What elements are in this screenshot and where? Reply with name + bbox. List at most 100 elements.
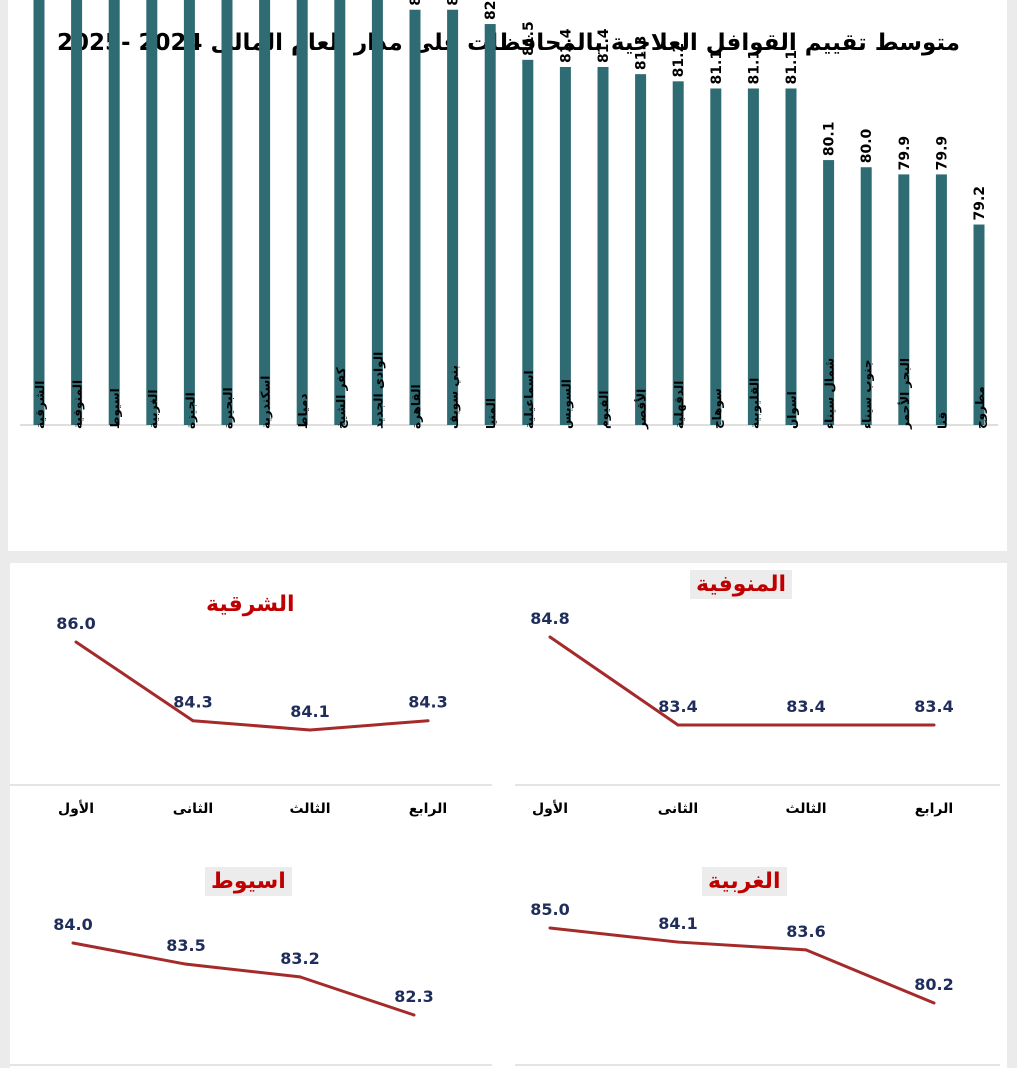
bar <box>559 67 571 425</box>
bar-value-label: 79.9 <box>934 136 950 171</box>
bar-chart: 84.7الشرقية83.7المنوفية83.3اسيوط83.2الغر… <box>20 0 998 430</box>
category-label: الفيوم <box>597 391 612 429</box>
data-label: 84.1 <box>658 914 697 933</box>
bar <box>747 88 759 425</box>
bar <box>33 0 45 426</box>
bar-value-label: 79.2 <box>972 186 988 221</box>
x-tick-label: الأول <box>58 800 94 817</box>
bar <box>973 224 985 425</box>
category-label: البحر الأحمر <box>897 358 912 430</box>
bar-value-label: 81.1 <box>746 50 762 85</box>
bar-value-label: 81.5 <box>521 21 537 56</box>
bar-value-label: 80.1 <box>822 122 838 157</box>
x-tick-label: الثانى <box>173 801 213 817</box>
x-tick-label: الرابع <box>915 801 953 817</box>
data-point <box>74 640 78 644</box>
bar-value-label: 79.9 <box>897 136 913 171</box>
line-chart-title-menoufia: المنوفية <box>690 570 793 599</box>
bar <box>71 0 83 425</box>
series-line <box>549 635 934 727</box>
data-label: 86.0 <box>56 614 95 633</box>
category-label: الدقهلية <box>672 381 686 429</box>
data-label: 83.2 <box>280 949 319 968</box>
data-label: 85.0 <box>530 900 569 919</box>
data-point <box>932 723 936 727</box>
category-label: القاهرة <box>409 384 423 429</box>
category-label: الأقصر <box>634 389 649 430</box>
bar <box>672 81 684 425</box>
data-point <box>548 635 552 639</box>
x-tick-label: الأول <box>532 800 568 817</box>
data-label: 80.2 <box>914 975 953 994</box>
bar <box>597 67 609 425</box>
data-point <box>932 1001 936 1005</box>
data-label: 83.4 <box>786 697 825 716</box>
line-chart: 84.8 83.4 83.4 83.4 الأول الثانى الثالث الرابع <box>515 609 1000 817</box>
bar <box>635 74 647 425</box>
bar <box>259 0 271 426</box>
data-point <box>71 941 75 945</box>
bar <box>935 174 947 425</box>
series-line <box>549 926 935 1005</box>
line-chart-title-gharbia: الغربية <box>702 867 787 896</box>
bar <box>860 167 872 426</box>
category-label: جنوب سيناء <box>860 359 875 429</box>
data-point <box>676 940 680 944</box>
category-label: المنوفية <box>71 380 86 429</box>
category-label: الغربية <box>146 389 160 429</box>
data-label: 83.4 <box>658 697 697 716</box>
bar <box>898 174 910 425</box>
data-label: 84.1 <box>290 702 329 721</box>
category-label: اسكندرية <box>259 376 273 429</box>
bar-value-label: 80.0 <box>859 128 875 163</box>
category-label: البحيرة <box>221 387 235 429</box>
category-label: دمياط <box>296 394 310 429</box>
x-tick-label: الرابع <box>409 801 447 817</box>
x-tick-label: الثانى <box>658 801 698 817</box>
category-label: الوادى الجديد <box>371 352 386 429</box>
series-line <box>72 941 415 1017</box>
bar <box>334 0 346 426</box>
category-label: اسيوط <box>108 388 123 429</box>
line-chart: 84.0 83.5 83.2 82.3 <box>10 915 492 1066</box>
bar <box>522 59 534 426</box>
data-point <box>804 723 808 727</box>
bar-value-label: 82.2 <box>408 0 424 6</box>
data-point <box>412 1013 416 1017</box>
category-label: السويس <box>559 379 574 429</box>
category-label: اسوان <box>785 391 800 429</box>
category-label: القليوبية <box>747 378 762 429</box>
data-label: 84.8 <box>530 609 569 628</box>
bar <box>409 9 421 425</box>
bar <box>823 160 835 425</box>
category-label: سوهاج <box>710 388 725 429</box>
bar-chart-panel <box>8 0 1007 551</box>
bar <box>447 9 459 425</box>
line-chart: 86.0 84.3 84.1 84.3 الأول الثانى الثالث الرابع <box>10 614 492 817</box>
data-label: 84.0 <box>53 915 92 934</box>
data-point <box>308 728 312 732</box>
bar-value-label: 82.0 <box>483 0 499 20</box>
bar <box>710 88 722 425</box>
data-point <box>298 975 302 979</box>
line-charts-panel <box>10 563 1007 1068</box>
bar <box>785 88 797 425</box>
category-label: كفر الشيخ <box>334 367 348 429</box>
bar <box>183 0 195 425</box>
data-label: 83.4 <box>914 697 953 716</box>
category-label: الشرقية <box>33 381 47 429</box>
category-label: بني سويف <box>447 365 462 429</box>
bar-value-label: 81.1 <box>784 50 800 85</box>
category-label: قنا <box>935 412 949 429</box>
bar-value-label: 81.4 <box>558 28 574 63</box>
data-label: 84.3 <box>173 693 212 712</box>
bar <box>484 24 496 425</box>
data-point <box>191 719 195 723</box>
line-chart-title-assiut: اسيوط <box>205 867 292 896</box>
bar <box>108 0 120 426</box>
bar-value-label: 81.3 <box>634 36 650 71</box>
data-point <box>804 948 808 952</box>
data-point <box>548 926 552 930</box>
data-point <box>676 723 680 727</box>
